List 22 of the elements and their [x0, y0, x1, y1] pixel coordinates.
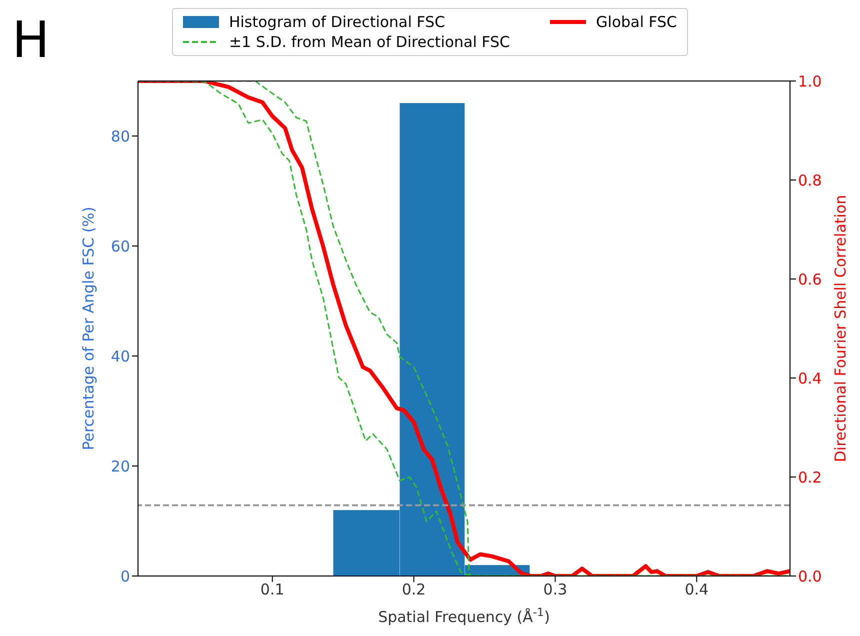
y2-tick-label: 0.6 — [798, 270, 822, 288]
y2-tick-label: 0.0 — [798, 567, 822, 586]
y2-tick-label: 0.4 — [798, 369, 822, 388]
x-axis-title: Spatial Frequency (Å$^{-1}$) — [378, 606, 550, 626]
legend-label: Histogram of Directional FSC — [228, 13, 446, 31]
y2-tick-label: 1.0 — [798, 72, 822, 90]
y-tick-label: 60 — [110, 237, 130, 256]
y-axis-title: Percentage of Per Angle FSC (%) — [79, 206, 98, 450]
y-tick-label: 40 — [110, 347, 130, 366]
text: H — [12, 11, 50, 69]
y-tick-label: 20 — [110, 457, 130, 476]
legend-label: ±1 S.D. from Mean of Directional FSC — [228, 33, 510, 51]
x-tick-label: 0.2 — [402, 580, 426, 599]
y-tick-label: 80 — [110, 127, 130, 146]
x-tick-label: 0.3 — [543, 580, 568, 599]
y-tick-label: 0 — [120, 567, 130, 586]
x-tick-label: 0.1 — [260, 580, 284, 599]
y2-axis-title: Directional Fourier Shell Correlation — [831, 194, 850, 462]
y2-tick-label: 0.8 — [798, 171, 822, 190]
legend-label: Global FSC — [596, 13, 678, 31]
y2-tick-label: 0.2 — [798, 468, 822, 486]
x-tick-label: 0.4 — [684, 580, 709, 599]
